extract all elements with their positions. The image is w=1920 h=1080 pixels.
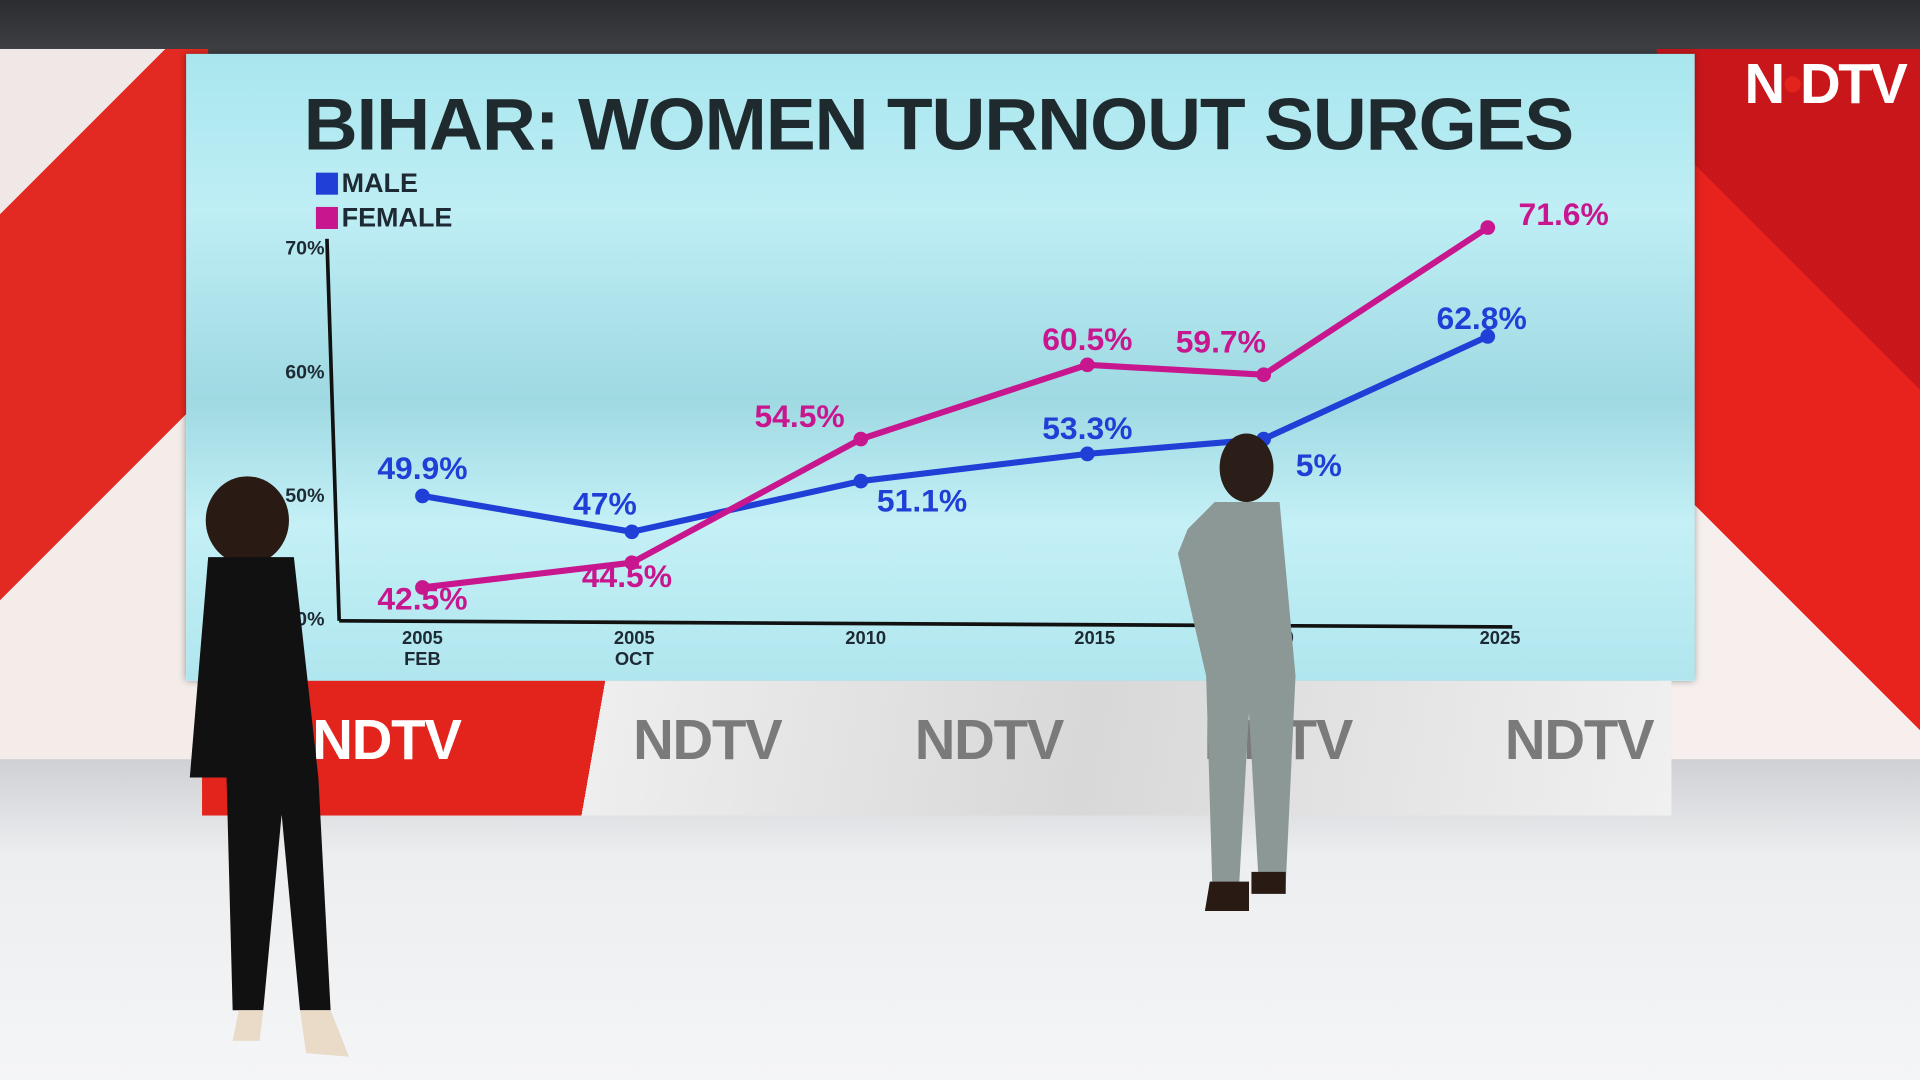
legend-label: MALE [341, 167, 418, 199]
data-point [624, 555, 640, 571]
data-point [1080, 446, 1095, 462]
data-point [853, 473, 869, 489]
x-tick-label: 2025 [1480, 627, 1521, 648]
ndtv-banner: NDTV NDTV NDTV NDTV NDTV [202, 680, 1672, 816]
y-tick-label: 60% [285, 361, 324, 383]
data-label: 71.6% [1519, 196, 1609, 232]
data-label: 59.7% [1176, 324, 1266, 360]
banner-logo: NDTV [914, 707, 1065, 772]
data-label: 49.9% [377, 450, 467, 486]
chart-screen [186, 53, 1695, 681]
male-presenter [1177, 433, 1296, 912]
data-label: 60.5% [1042, 321, 1132, 357]
x-tick-label: OCT [615, 648, 655, 669]
legend-female: FEMALE [315, 202, 453, 233]
x-tick-label: 2010 [845, 627, 886, 648]
legend-swatch-male [315, 172, 338, 195]
data-point [415, 580, 430, 595]
y-tick-label: 50% [285, 485, 324, 507]
data-point [1480, 220, 1496, 235]
data-label: 53.3% [1042, 410, 1132, 446]
data-label: 5% [1296, 447, 1342, 483]
legend-male: MALE [315, 167, 418, 199]
series-line-male [421, 333, 1490, 535]
data-point [1480, 329, 1496, 344]
x-tick-label: 2005 [614, 627, 655, 648]
x-tick-label: 2015 [1074, 627, 1115, 648]
right-red-wall [1656, 48, 1920, 760]
y-tick-label: 70% [285, 238, 324, 260]
data-label: 47% [573, 486, 637, 522]
ndtv-logo: N•DTV [1744, 51, 1907, 116]
data-label: 62.8% [1437, 300, 1527, 336]
banner-logo: NDTV [1504, 707, 1655, 772]
banner-logo: NDTV [633, 707, 783, 772]
data-label: 44.5% [582, 558, 672, 594]
data-point [1080, 357, 1095, 373]
series-line-female [422, 225, 1490, 591]
x-axis [339, 618, 1513, 629]
data-point [1256, 367, 1272, 383]
data-label: 51.1% [877, 483, 967, 519]
y-axis [325, 238, 342, 621]
banner-logo: NDTV [312, 707, 462, 772]
data-label: 54.5% [754, 398, 844, 434]
data-point [415, 488, 430, 504]
legend-swatch-female [315, 206, 338, 229]
female-presenter [189, 476, 349, 1057]
data-point [853, 431, 869, 447]
x-tick-label: FEB [404, 648, 441, 669]
x-tick-label: 2005 [402, 627, 443, 648]
data-point [624, 524, 640, 540]
data-label: 42.5% [377, 580, 467, 616]
legend-label: FEMALE [341, 202, 453, 233]
chart-title: BIHAR: WOMEN TURNOUT SURGES [303, 83, 1575, 166]
left-red-wall [0, 48, 209, 760]
